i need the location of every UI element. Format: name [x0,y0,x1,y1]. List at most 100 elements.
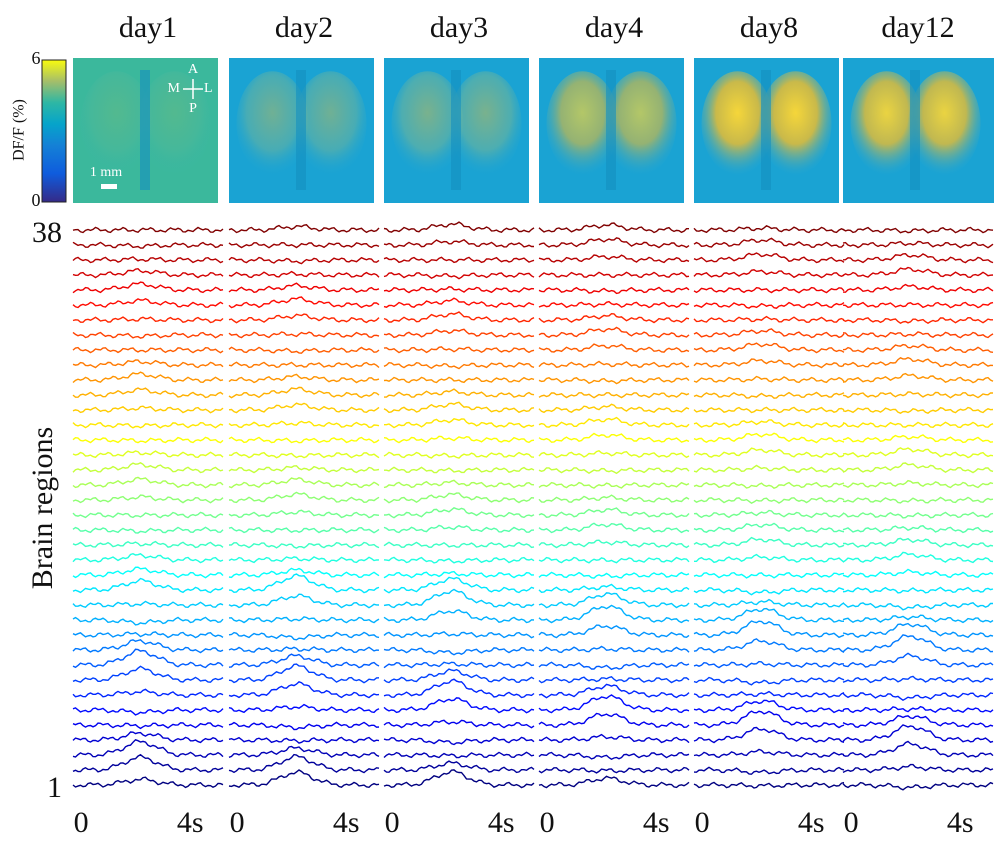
trace [383,760,535,774]
trace [538,326,690,339]
trace [72,298,224,309]
y-axis-label: Brain regions [26,427,59,589]
trace [538,645,690,654]
trace [693,464,845,473]
trace [72,405,224,414]
trace [842,331,994,339]
x-tick-label: 0 [844,806,859,839]
orientation-label: P [189,101,197,116]
x-tick-label: 0 [230,806,245,839]
trace [383,346,535,354]
trace [538,683,690,699]
trace [693,375,845,384]
trace [842,586,994,594]
orientation-label: A [188,62,199,77]
trace [693,509,845,519]
trace [228,616,380,624]
trace [693,447,845,458]
trace [72,256,224,264]
trace [228,509,380,519]
trace [383,668,535,684]
trace [842,226,994,234]
trace [228,270,380,279]
trace [693,224,845,234]
trace [538,286,690,295]
trace [538,604,690,624]
trace [228,769,380,789]
trace [538,539,690,549]
trace [693,598,845,609]
orientation-label: L [204,81,213,96]
trace [72,776,224,789]
trace [383,570,535,579]
trace [228,646,380,654]
trace [693,607,845,623]
x-tick-label: 0 [540,806,555,839]
trace [842,316,993,325]
trace [228,331,380,339]
trace [72,616,224,626]
trace [228,282,380,294]
trace [383,297,535,308]
trace [842,240,994,249]
trace [383,556,535,564]
trace [72,359,224,369]
brain-activity [759,71,832,176]
trace [228,256,380,265]
trace [72,552,224,564]
trace [842,525,994,534]
trace [538,733,690,744]
trace [693,587,845,596]
trace [228,402,380,414]
trace [383,238,534,248]
brain-activity [449,71,522,176]
trace [228,753,380,774]
trace [693,419,845,429]
trace [842,714,994,728]
trace [228,663,380,684]
trace [228,556,380,564]
trace [228,541,380,549]
trace [842,301,994,309]
trace [693,432,845,444]
trace [842,479,994,489]
trace [843,537,994,549]
trace [538,254,690,264]
panel-title: day1 [119,11,177,44]
trace [383,678,535,699]
trace [383,588,535,609]
trace [383,646,535,656]
trace [72,267,224,279]
x-tick-label: 4s [798,806,825,839]
x-tick-label: 0 [74,806,89,839]
brain-activity [236,71,309,176]
trace [228,653,380,669]
trace [538,467,690,475]
trace [538,403,690,414]
colorbar-label: DF/F (%) [11,99,28,161]
trace [72,731,224,744]
trace [383,311,535,323]
trace [228,420,380,429]
trace [538,661,690,671]
brain-activity [391,71,464,176]
scale-bar [101,184,117,189]
trace [228,567,380,579]
trace [693,481,845,489]
brain-activity [80,71,153,176]
x-tick-label: 4s [488,806,515,839]
trace [538,450,690,459]
trace [228,491,380,504]
trace [693,676,845,686]
trace [383,256,535,264]
trace [538,300,690,309]
traces [72,221,994,791]
trace [842,496,994,504]
trace [538,571,690,579]
trace [693,391,845,399]
trace [72,241,224,249]
trace [693,286,845,294]
trace [693,699,845,714]
trace [693,690,845,698]
trace [538,751,690,760]
